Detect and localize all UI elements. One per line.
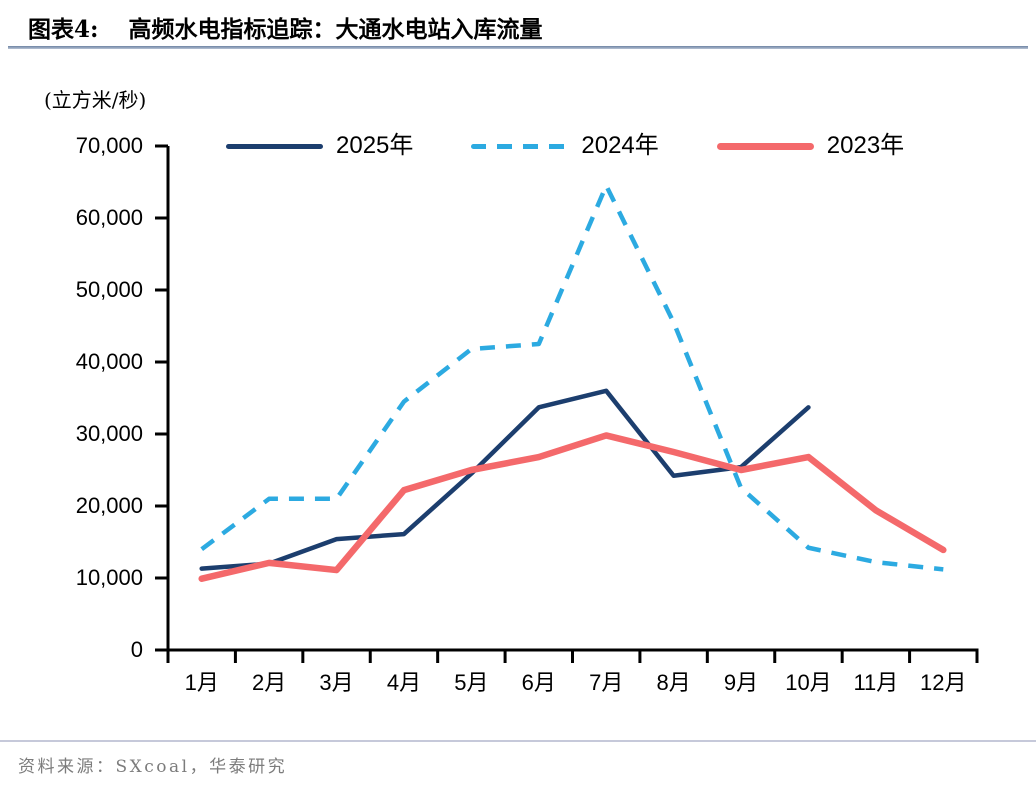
y-axis-labels: 0 10,000 20,000 30,000 40,000 50,000 60,000 70,… <box>0 0 143 792</box>
title-underline <box>8 46 1028 49</box>
series-line-2024 <box>200 183 944 572</box>
x-axis-tick-label: 7月 <box>589 670 624 695</box>
x-axis-tick-label: 5月 <box>454 670 489 695</box>
legend-label: 2025年 <box>336 132 414 159</box>
x-axis-tick-label: 8月 <box>656 670 691 695</box>
figure-header: 图表4: 高频水电指标追踪：大通水电站入库流量 <box>28 10 543 44</box>
footer-divider <box>0 740 1036 742</box>
y-axis-tick-label: 50,000 <box>75 277 143 302</box>
figure-label: 图表4: <box>28 16 99 43</box>
x-axis-tick-label: 6月 <box>521 670 556 695</box>
x-axis-tick-label: 4月 <box>386 670 422 695</box>
x-axis-tick-label: 10月 <box>785 670 832 695</box>
legend-item-2023: 2023年 <box>716 131 905 161</box>
y-axis-tick-label: 10,000 <box>75 565 143 590</box>
source-note: 资料来源：SXcoal，华泰研究 <box>18 757 288 777</box>
legend-label: 2024年 <box>581 132 659 159</box>
x-axis-tick-label: 2月 <box>252 670 287 695</box>
legend-item-2024: 2024年 <box>471 131 659 161</box>
y-axis-tick-label: 40,000 <box>75 349 143 374</box>
x-axis-tick-label: 3月 <box>319 670 354 695</box>
y-axis-tick-label: 20,000 <box>75 493 143 518</box>
figure-title: 高频水电指标追踪：大通水电站入库流量 <box>128 16 543 43</box>
y-axis-tick-label: 30,000 <box>75 421 143 446</box>
x-axis-tick-label: 1月 <box>184 670 219 695</box>
y-axis-tick-label: 0 <box>130 637 143 662</box>
legend-line-swatch <box>716 142 814 150</box>
y-axis-tick-label: 70,000 <box>75 133 143 158</box>
y-axis-tick-label: 60,000 <box>75 205 143 230</box>
legend-item-2025: 2025年 <box>226 131 413 161</box>
legend-line-swatch <box>226 143 323 149</box>
legend-label: 2023年 <box>826 132 905 159</box>
chart-legend: 2025年 2024年 2023年 <box>226 131 904 161</box>
x-axis-tick-label: 9月 <box>723 670 759 695</box>
legend-dashed-line-swatch <box>471 143 569 149</box>
series-line-2025 <box>199 388 811 571</box>
x-axis-tick-label: 11月 <box>853 670 899 695</box>
y-axis-unit-label: (立方米/秒) <box>44 88 147 112</box>
x-axis-tick-label: 12月 <box>920 670 967 695</box>
series-line-2023 <box>198 432 947 582</box>
